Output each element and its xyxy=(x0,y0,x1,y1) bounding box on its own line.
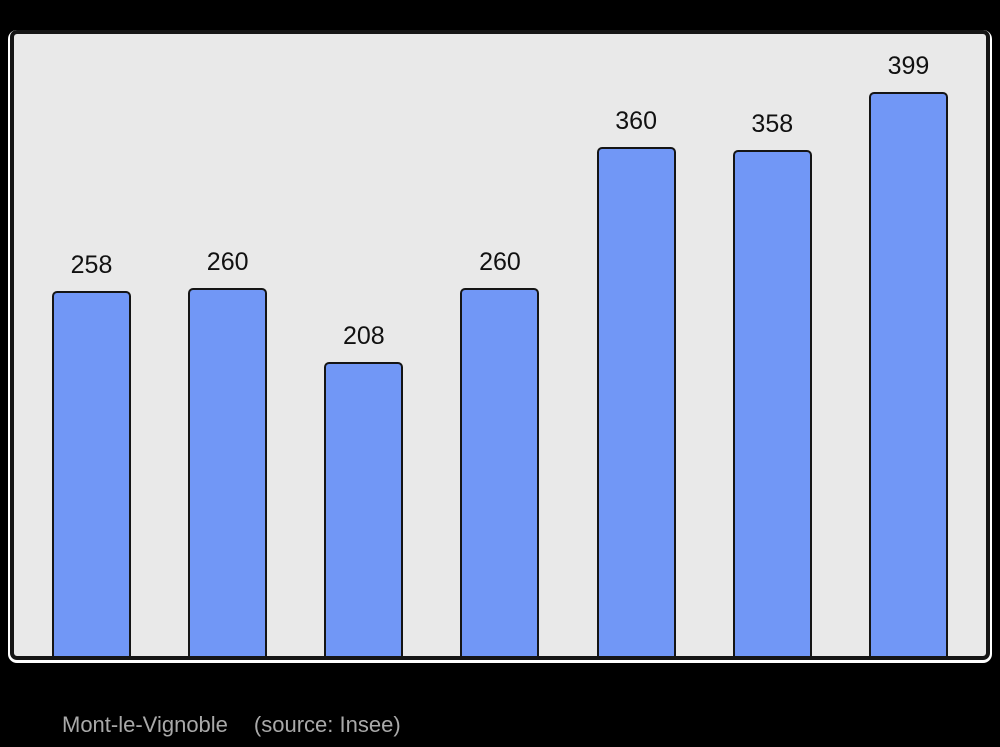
bar-group: 360 xyxy=(596,107,676,656)
bar-value-label: 208 xyxy=(342,322,385,350)
bar xyxy=(868,92,948,656)
bar xyxy=(52,291,131,656)
chart-source: (source: Insee) xyxy=(253,712,401,737)
bar-value-label: 358 xyxy=(751,110,794,138)
bar xyxy=(460,288,540,656)
bar xyxy=(732,150,812,656)
bar-value-label: 260 xyxy=(206,248,249,276)
bar-group: 208 xyxy=(324,322,404,656)
bar xyxy=(188,288,268,656)
bar-group: 260 xyxy=(188,248,268,656)
bar xyxy=(324,362,404,656)
bar-value-label: 260 xyxy=(479,248,521,276)
bar-value-label: 258 xyxy=(70,251,113,279)
bar-value-label: 360 xyxy=(615,107,657,135)
bar xyxy=(596,147,676,656)
bar-group: 258 xyxy=(52,251,131,656)
bars-container: 258 260 208 260 360 358 399 xyxy=(14,34,986,656)
bar-group: 399 xyxy=(868,52,948,656)
chart-caption: Mont-le-Vignoble (source: Insee) xyxy=(62,712,401,738)
chart-frame-highlight: 258 260 208 260 360 358 399 xyxy=(8,30,992,663)
bar-value-label: 399 xyxy=(887,52,930,80)
plot-area: 258 260 208 260 360 358 399 xyxy=(10,30,990,660)
bar-group: 260 xyxy=(460,248,540,656)
bar-group: 358 xyxy=(732,110,812,656)
chart-title: Mont-le-Vignoble xyxy=(62,712,228,737)
